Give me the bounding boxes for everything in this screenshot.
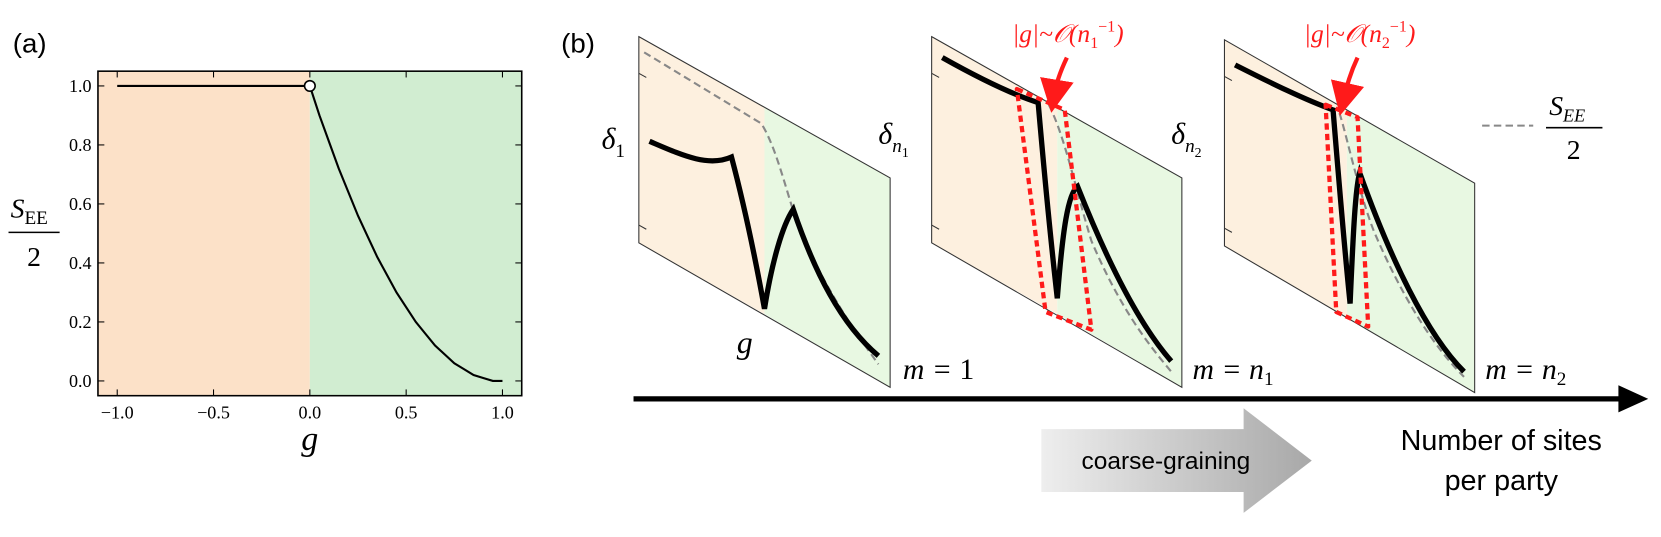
x-tick-label: 1.0 [491, 403, 514, 423]
legend-label: 2 [1567, 135, 1581, 165]
delta-label: δn2 [1171, 119, 1202, 160]
endpoint-marker [303, 79, 316, 92]
coarse-graining-arrow [1041, 408, 1312, 513]
plane-negative [1224, 39, 1347, 318]
legend-label: SEE [1549, 91, 1585, 125]
dashed-curve [1338, 112, 1465, 378]
panel-label: (b) [561, 28, 595, 59]
delta-curve [940, 55, 1174, 363]
y-tick-label: 0.4 [69, 253, 92, 273]
edge-ticks [638, 72, 1233, 233]
m-label: m = n1 [1193, 354, 1274, 390]
x-tick-label: −0.5 [197, 403, 230, 423]
plane-positive [764, 106, 891, 388]
delta-label: δ1 [602, 124, 625, 162]
y-tick-label: 0.6 [69, 194, 92, 214]
panel-b: (b) δ1 δn1 δn2 g m = 1 m [561, 19, 1649, 513]
plot-frame [97, 70, 523, 397]
highlight-arrow [1040, 56, 1074, 113]
y-axis-label: SEE [11, 194, 48, 229]
y-tick-label: 0.2 [69, 312, 92, 332]
axis-label: Number of sites [1401, 425, 1602, 457]
y-axis-label-den: 2 [27, 242, 41, 272]
dashed-curve [1047, 104, 1173, 373]
plane-frame [638, 35, 891, 389]
y-axis-label-main: S [11, 194, 25, 224]
x-tick-label: −1.0 [101, 403, 134, 423]
data-line [117, 84, 503, 382]
delta-curve [648, 138, 881, 358]
panel-a: (a) −1.0 −0.5 0.0 0.5 1.0 0.0 0.2 0.4 0.6 0.8 1.0 g… [8, 28, 523, 458]
y-tick-label: 1.0 [69, 76, 92, 96]
plane-negative [638, 36, 765, 315]
plane-negative [931, 36, 1058, 315]
y-tick-label: 0.8 [69, 135, 92, 155]
plane-frame [1223, 38, 1476, 394]
region-positive [309, 71, 522, 396]
x-tick-label: 0.5 [395, 403, 418, 423]
plane-positive [1057, 106, 1182, 388]
region-negative [97, 71, 310, 396]
size-axis-head [1618, 385, 1649, 413]
m-label: m = 1 [903, 354, 974, 386]
panel-label: (a) [13, 28, 47, 59]
y-axis-label-sub: EE [24, 208, 47, 229]
m-label: m = n2 [1485, 354, 1566, 390]
plane-frame [931, 35, 1183, 389]
annotation: |g|~𝒪(n2−1) [1304, 19, 1415, 53]
y-tick-label: 0.0 [69, 371, 92, 391]
delta-label: δn1 [878, 119, 909, 160]
highlight-arrow [1330, 56, 1365, 116]
plane-positive [1346, 109, 1475, 393]
x-axis-label: g [301, 421, 318, 458]
delta-curve [1233, 62, 1466, 374]
axis-label: per party [1445, 465, 1559, 497]
arrow-label: coarse-graining [1082, 448, 1251, 475]
annotation: |g|~𝒪(n1−1) [1012, 19, 1123, 53]
g-label: g [737, 325, 753, 360]
x-tick-label: 0.0 [299, 403, 322, 423]
